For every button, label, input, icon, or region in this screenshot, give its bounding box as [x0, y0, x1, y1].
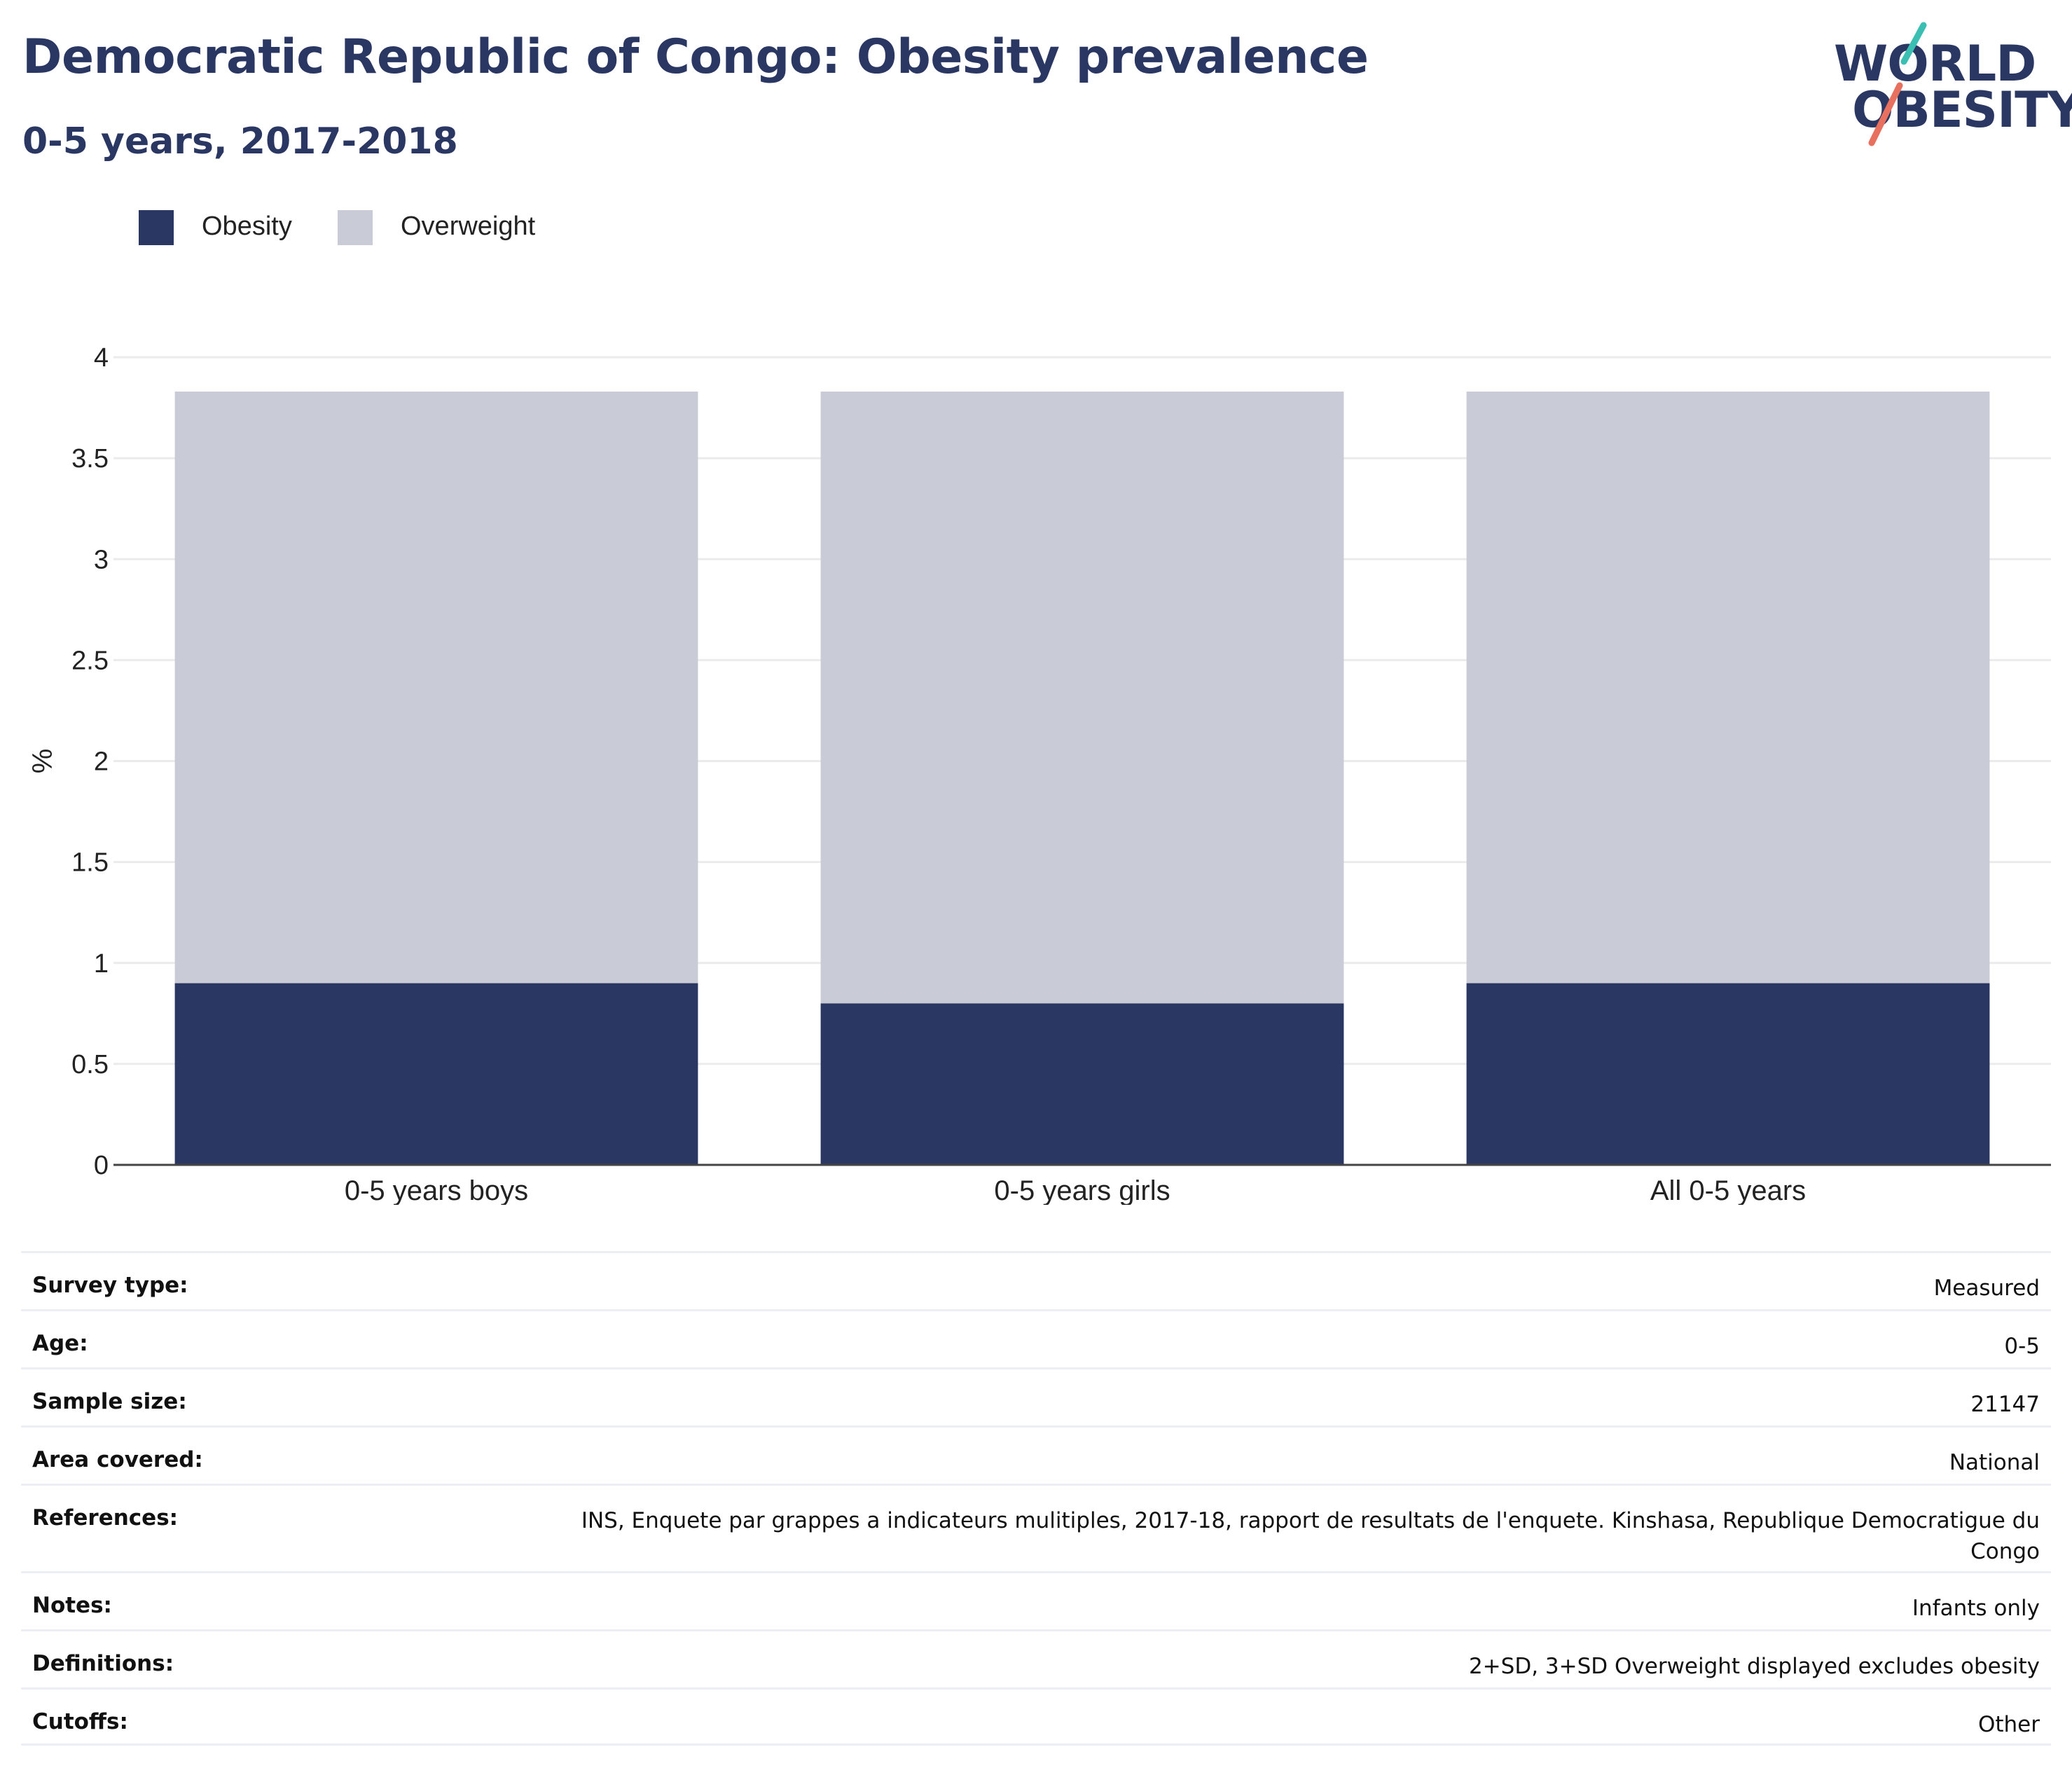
- world-obesity-logo: WORLD OBESITY: [1821, 20, 2072, 153]
- bar-overweight-0[interactable]: [174, 392, 698, 983]
- y-tick-label-2: 1: [94, 949, 109, 979]
- info-key: Area covered:: [32, 1447, 203, 1472]
- info-row: Sample size: 21147: [21, 1367, 2051, 1425]
- x-tick-label-2: All 0-5 years: [1650, 1175, 1806, 1205]
- info-row: Survey type: Measured: [21, 1251, 2051, 1309]
- info-value: 0-5: [2004, 1334, 2040, 1359]
- legend-label-overweight: Overweight: [401, 212, 536, 241]
- info-value: Other: [1977, 1712, 2040, 1737]
- bar-obesity-2[interactable]: [1466, 983, 1990, 1165]
- legend-swatch-overweight: [338, 210, 373, 245]
- info-value: INS, Enquete par grappes a indicateurs m…: [581, 1508, 2040, 1564]
- x-tick-label-0: 0-5 years boys: [345, 1175, 528, 1205]
- logo-line1: WORLD: [1834, 35, 2036, 92]
- info-value: 2+SD, 3+SD Overweight displayed excludes…: [1468, 1654, 2040, 1679]
- chart-subtitle: 0-5 years, 2017-2018: [22, 120, 458, 163]
- y-tick-label-4: 2: [94, 747, 109, 777]
- info-key: Cutoffs:: [32, 1709, 128, 1734]
- info-row: Definitions: 2+SD, 3+SD Overweight displa…: [21, 1629, 2051, 1687]
- info-key: Sample size:: [32, 1389, 187, 1414]
- info-value: Infants only: [1912, 1596, 2040, 1621]
- legend-label-obesity: Obesity: [202, 212, 292, 241]
- bar-chart: 0 0.5 1 1.5 2 2.5 3 3.5 4% 0-5 years boys 0-5 year…: [27, 343, 2051, 1205]
- info-row: Age: 0-5: [21, 1309, 2051, 1367]
- info-row: Area covered: National: [21, 1425, 2051, 1484]
- y-tick-label-3: 1.5: [71, 848, 109, 878]
- bar-obesity-1[interactable]: [820, 1003, 1344, 1165]
- info-key: Definitions:: [32, 1651, 174, 1676]
- info-key: Survey type:: [32, 1273, 188, 1298]
- info-value: Measured: [1933, 1276, 2040, 1301]
- y-tick-label-7: 3.5: [71, 444, 109, 474]
- y-axis-label: %: [27, 749, 58, 774]
- chart-title: Democratic Republic of Congo: Obesity pr…: [22, 29, 1369, 85]
- info-key: References:: [32, 1505, 179, 1531]
- info-row: Cutoffs: Other: [21, 1687, 2051, 1746]
- y-tick-label-5: 2.5: [71, 646, 109, 675]
- y-tick-label-0: 0: [94, 1151, 109, 1180]
- legend-swatch-obesity: [139, 210, 174, 245]
- info-key: Notes:: [32, 1593, 112, 1618]
- bar-overweight-1[interactable]: [820, 392, 1344, 1004]
- info-value: National: [1949, 1450, 2040, 1475]
- info-row: References: INS, Enquete par grappes a in…: [21, 1484, 2051, 1571]
- y-tick-label-8: 4: [94, 343, 109, 373]
- info-row: Notes: Infants only: [21, 1571, 2051, 1629]
- y-tick-label-6: 3: [94, 545, 109, 574]
- bar-obesity-0[interactable]: [174, 983, 698, 1165]
- x-tick-label-1: 0-5 years girls: [994, 1175, 1170, 1205]
- info-key: Age:: [32, 1331, 88, 1356]
- info-value: 21147: [1970, 1392, 2040, 1417]
- y-tick-label-1: 0.5: [71, 1050, 109, 1079]
- logo-slash-icon: [1868, 22, 1927, 146]
- survey-info-table: Survey type: Measured Age: 0-5 Sample size: 2…: [21, 1251, 2051, 1746]
- bar-overweight-2[interactable]: [1466, 392, 1990, 983]
